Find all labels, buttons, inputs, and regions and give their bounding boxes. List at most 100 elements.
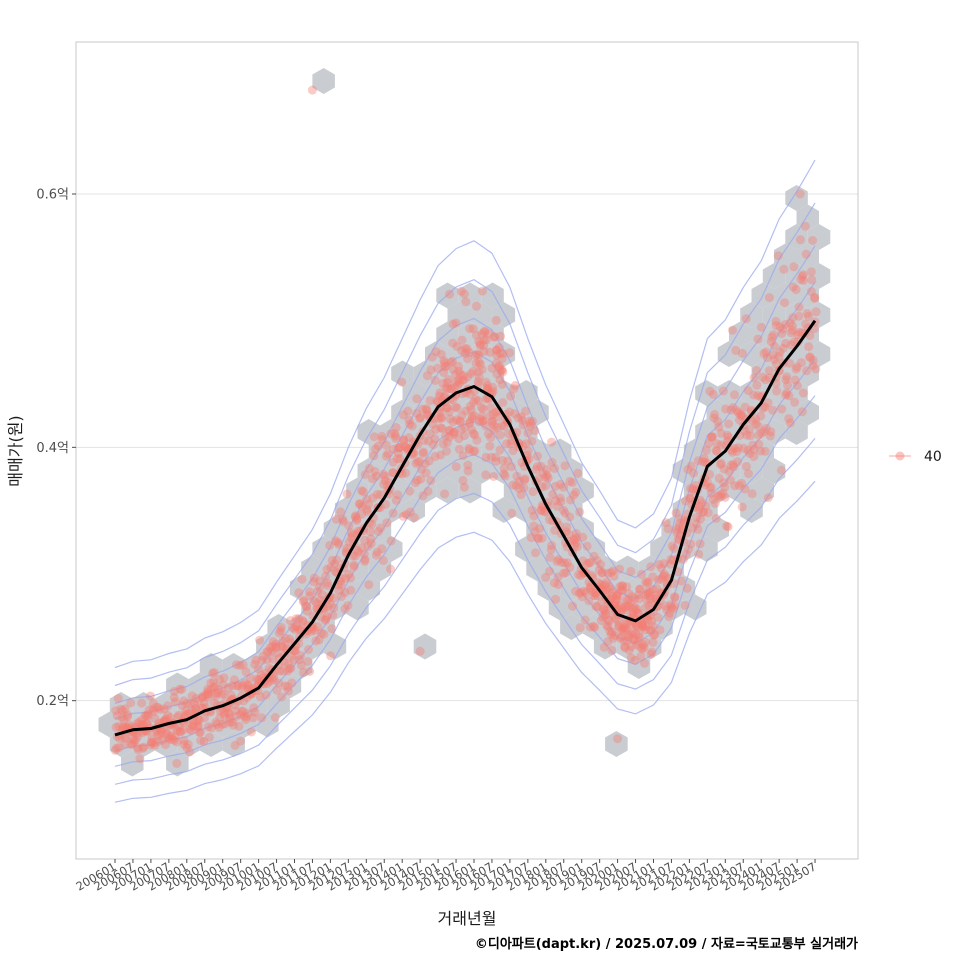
data-point: [491, 456, 501, 466]
data-point: [143, 711, 153, 721]
data-point: [686, 493, 696, 503]
data-point: [740, 402, 750, 412]
data-point: [689, 468, 698, 478]
legend-label: 40: [924, 449, 942, 465]
data-point: [743, 386, 753, 395]
data-point: [372, 489, 382, 499]
data-point: [743, 445, 753, 455]
data-point: [329, 603, 339, 613]
data-point: [716, 460, 725, 469]
data-point: [601, 609, 611, 619]
data-point: [728, 447, 737, 457]
data-point: [302, 606, 312, 616]
data-point: [322, 564, 332, 574]
data-point: [203, 692, 213, 702]
data-point: [648, 621, 658, 631]
data-point: [150, 740, 160, 750]
hex-bin: [616, 555, 639, 582]
hex-bin: [695, 380, 718, 406]
data-point: [752, 380, 762, 390]
data-point: [728, 403, 738, 412]
data-point: [586, 582, 596, 592]
data-point: [451, 318, 461, 328]
data-point: [186, 726, 196, 735]
data-point: [451, 462, 461, 472]
data-point: [606, 568, 616, 578]
data-point: [728, 325, 737, 335]
data-point: [734, 415, 744, 425]
data-point: [323, 602, 333, 612]
data-point: [778, 343, 788, 353]
data-point: [668, 604, 678, 614]
data-point: [139, 719, 149, 729]
data-point: [716, 458, 726, 468]
data-point: [400, 441, 410, 451]
data-point: [438, 379, 448, 388]
data-point: [645, 625, 655, 635]
data-point: [534, 534, 544, 544]
data-point: [133, 743, 143, 753]
data-point: [751, 419, 761, 429]
data-point: [493, 412, 503, 422]
data-point: [607, 591, 617, 601]
data-point: [477, 329, 487, 339]
data-point: [607, 627, 617, 637]
data-point: [704, 439, 714, 448]
data-point: [159, 704, 169, 714]
data-point: [487, 363, 497, 373]
data-point: [620, 642, 630, 652]
data-point: [550, 481, 560, 491]
data-point: [295, 655, 304, 665]
data-point: [404, 433, 414, 443]
hex-bin: [751, 360, 774, 387]
data-point: [482, 383, 492, 393]
data-point: [483, 381, 492, 391]
data-point: [249, 703, 259, 713]
data-point: [238, 706, 248, 716]
hex-bin: [289, 575, 313, 601]
data-point: [801, 249, 811, 259]
data-point: [543, 473, 553, 483]
data-point: [450, 382, 459, 392]
data-point: [709, 413, 719, 423]
data-point: [512, 471, 522, 481]
data-point: [219, 710, 229, 720]
data-point: [326, 599, 336, 609]
data-point: [580, 615, 590, 625]
data-point: [173, 726, 182, 736]
data-point: [654, 575, 664, 585]
data-point: [787, 325, 797, 335]
data-point: [236, 736, 246, 746]
hex-bin: [774, 282, 797, 309]
data-point: [255, 635, 265, 645]
hex-bin: [244, 653, 268, 679]
data-point: [449, 427, 459, 437]
data-point: [552, 556, 562, 566]
data-point: [134, 717, 144, 727]
data-point: [380, 476, 390, 486]
data-point: [576, 588, 586, 597]
data-point: [203, 684, 213, 694]
data-point: [689, 485, 699, 495]
data-point: [682, 583, 692, 593]
data-point: [338, 514, 348, 524]
data-point: [599, 605, 608, 615]
data-point: [489, 425, 499, 435]
data-point: [603, 568, 613, 578]
hex-bin: [458, 477, 482, 504]
data-point: [379, 469, 389, 479]
data-point: [157, 726, 166, 736]
data-point: [481, 452, 491, 462]
data-point: [638, 644, 647, 654]
data-point: [163, 732, 173, 742]
data-point: [262, 647, 272, 657]
density-contour: [114, 395, 816, 767]
data-point: [363, 541, 373, 551]
data-point: [348, 530, 357, 540]
data-point: [559, 505, 568, 515]
data-point: [481, 470, 491, 480]
hex-bin: [222, 731, 245, 757]
data-point: [276, 622, 286, 632]
data-point: [798, 270, 808, 280]
y-tick-label: 0.4억: [36, 441, 69, 456]
